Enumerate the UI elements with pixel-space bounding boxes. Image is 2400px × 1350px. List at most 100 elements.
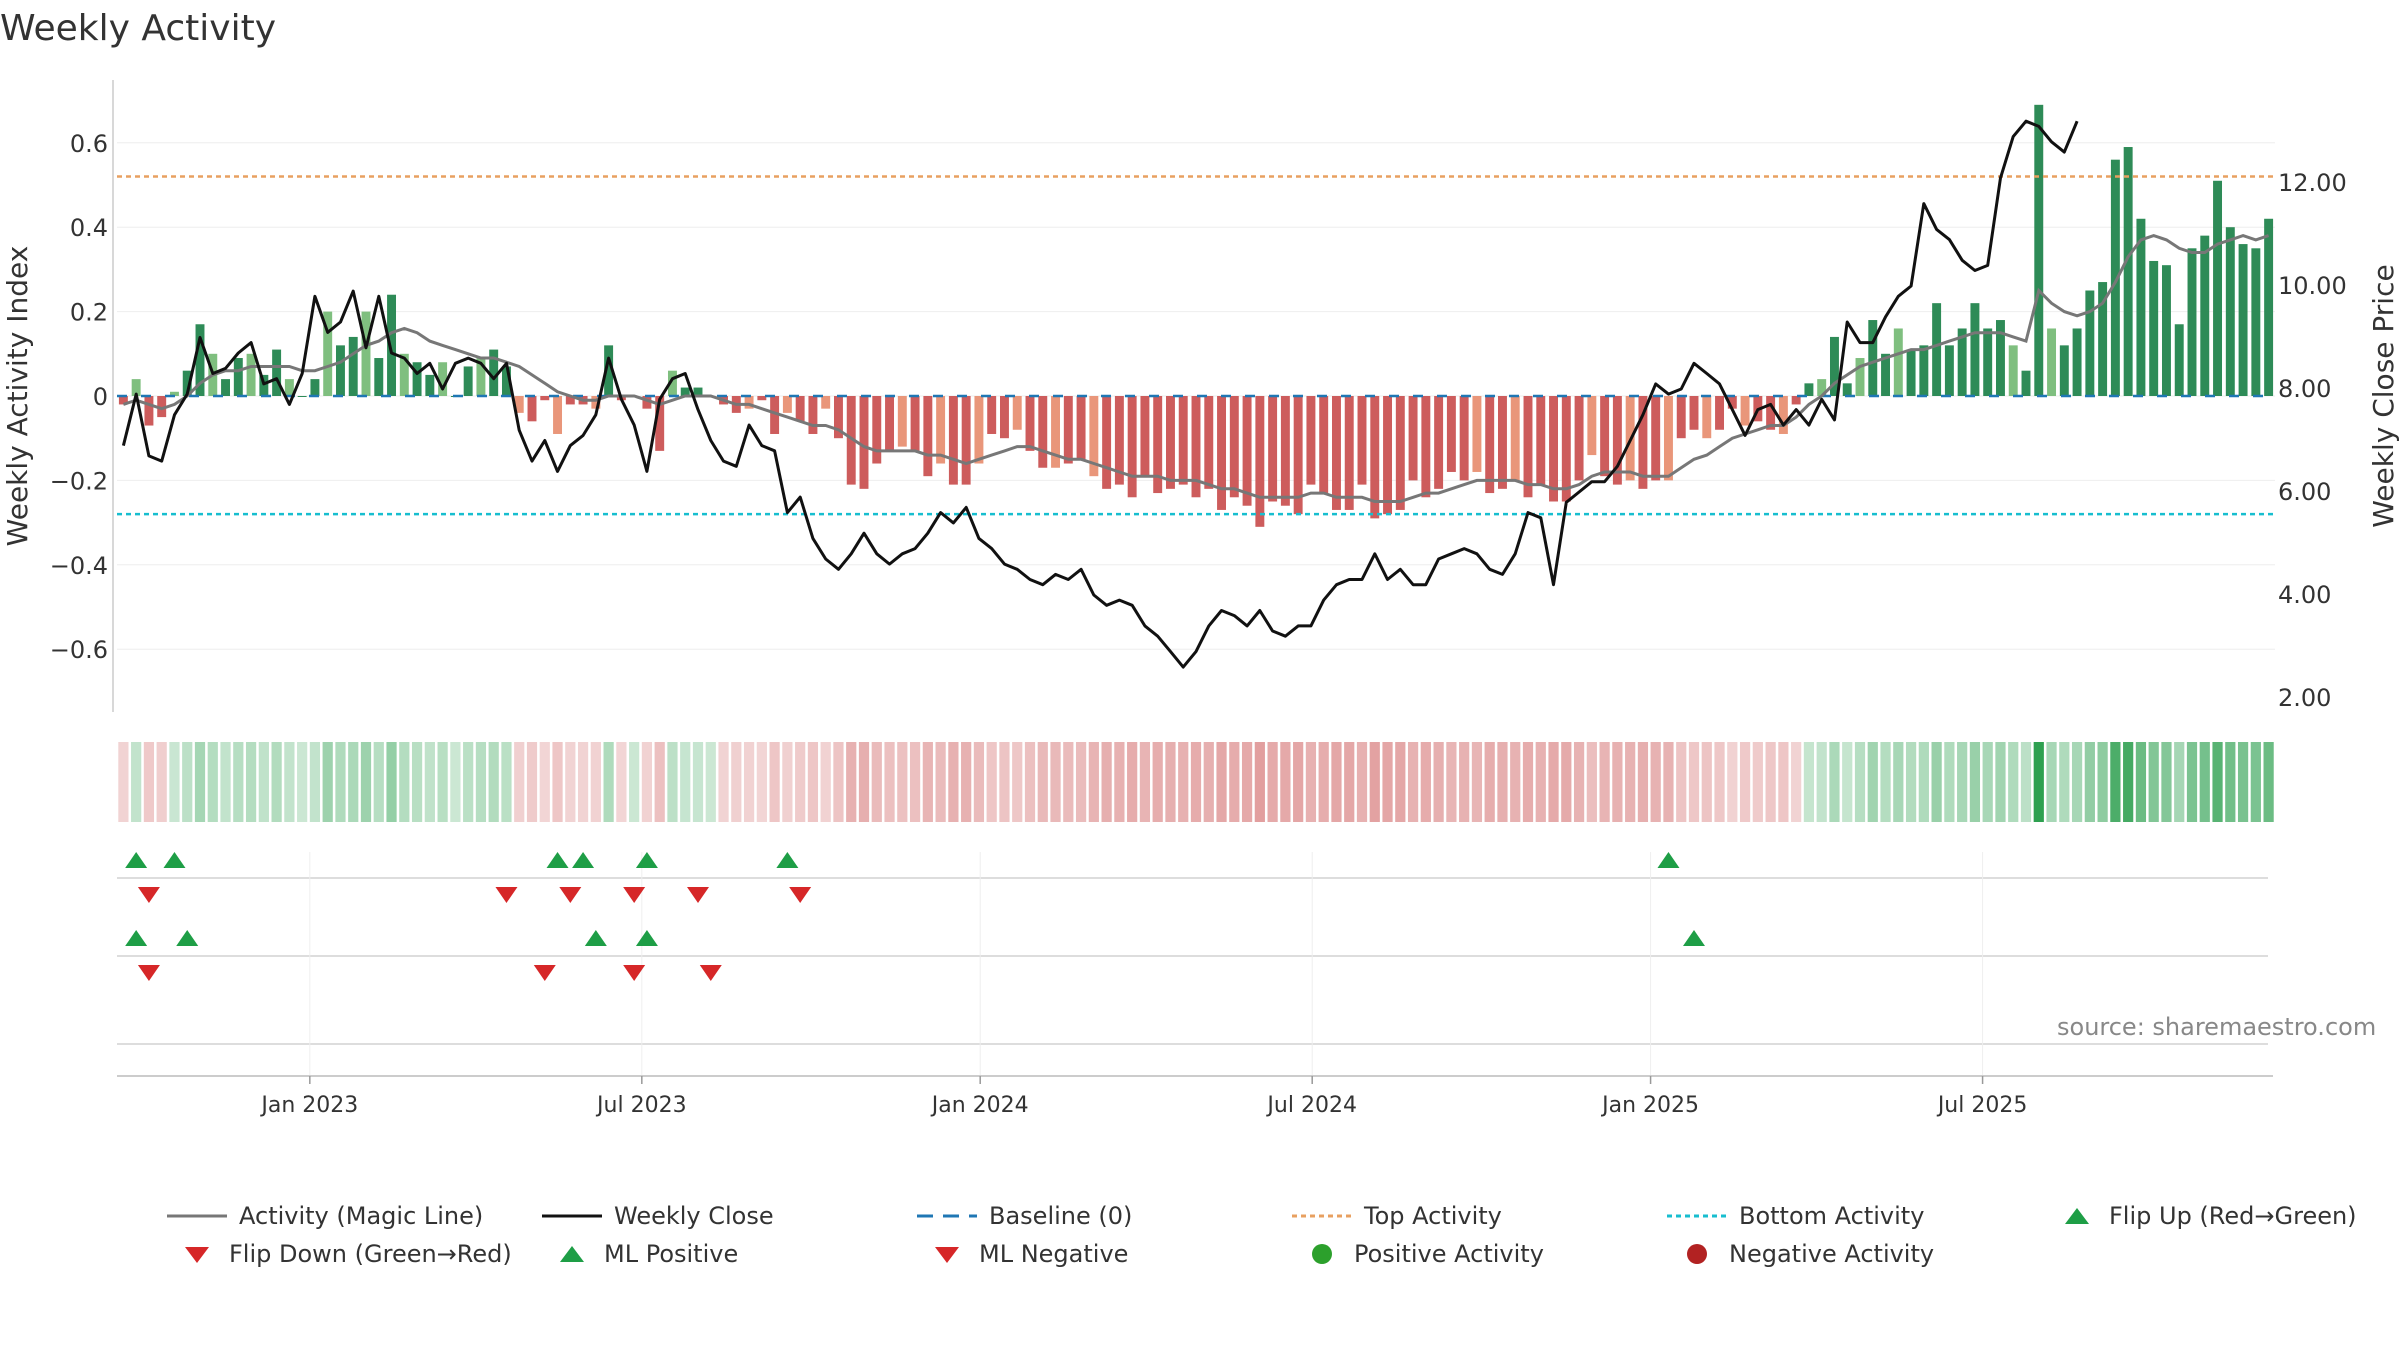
activity-bar — [655, 396, 665, 451]
ml-positive-marker — [584, 930, 607, 946]
heat-cell — [1229, 742, 1240, 822]
activity-bar — [2008, 345, 2018, 396]
heat-cell — [1637, 742, 1649, 822]
activity-bar — [1727, 396, 1737, 409]
heat-cell — [846, 742, 857, 822]
heat-cell — [1484, 742, 1495, 822]
heat-cell — [1573, 742, 1585, 822]
heat-cell — [2225, 742, 2236, 822]
activity-bar — [1881, 353, 1891, 396]
heat-cell — [1854, 742, 1866, 822]
activity-bar — [2123, 147, 2133, 396]
activity-bar — [999, 396, 1009, 439]
activity-bar — [782, 396, 792, 413]
activity-bar — [297, 396, 307, 397]
heat-cell — [1331, 742, 1342, 822]
activity-bar — [667, 370, 677, 396]
activity-bar — [1357, 396, 1367, 485]
activity-bar — [1038, 396, 1048, 468]
activity-bar — [1829, 336, 1839, 396]
activity-bar — [1153, 396, 1163, 494]
activity-bar — [808, 396, 818, 434]
activity-bar — [514, 396, 524, 413]
heat-cell — [1535, 742, 1546, 822]
activity-bar — [1944, 345, 1954, 396]
y-tick-label: 0.4 — [70, 214, 108, 242]
y2-tick-label: 10.00 — [2278, 272, 2347, 300]
heat-cell — [373, 742, 384, 822]
activity-bar — [1063, 396, 1073, 464]
x-tick-label: Jul 2023 — [595, 1093, 687, 1118]
activity-bar — [1510, 396, 1520, 481]
heat-cell — [258, 742, 269, 822]
heat-cell — [1293, 742, 1304, 822]
heat-cell — [1433, 742, 1444, 822]
heat-cell — [654, 742, 665, 822]
heat-cell — [1420, 742, 1431, 822]
activity-bar — [565, 396, 575, 405]
heat-cell — [1165, 742, 1176, 822]
heat-cell — [220, 742, 231, 822]
heat-cell — [1905, 742, 1917, 822]
activity-bar — [2161, 265, 2171, 396]
activity-bar — [987, 396, 997, 434]
heat-cell — [756, 742, 767, 822]
y2-tick-label: 12.00 — [2278, 169, 2347, 197]
activity-bar — [591, 396, 601, 409]
heat-cell — [156, 742, 167, 822]
heat-cell — [1982, 742, 1993, 822]
heat-cell — [143, 742, 155, 822]
activity-bar — [833, 396, 843, 439]
heat-cell — [335, 742, 346, 822]
heat-cell — [1599, 742, 1610, 822]
activity-bar — [131, 379, 141, 396]
ml-positive-marker — [1683, 930, 1705, 946]
heat-cell — [1944, 742, 1955, 822]
activity-bar — [259, 374, 269, 396]
activity-bar — [693, 387, 703, 396]
flip-up-marker — [635, 852, 658, 868]
activity-bar — [885, 396, 895, 451]
heat-cell — [271, 742, 282, 822]
ml-negative-marker — [533, 965, 556, 981]
activity-bar — [2174, 324, 2184, 396]
heat-cell — [1625, 742, 1636, 822]
activity-bar — [821, 396, 831, 409]
activity-bar — [1804, 383, 1814, 396]
flip-up-marker — [776, 852, 799, 868]
legend: Activity (Magic Line) Weekly Close Basel… — [150, 1202, 2400, 1282]
activity-bar — [923, 396, 933, 477]
activity-bar — [1715, 396, 1725, 430]
activity-bar — [501, 366, 511, 396]
heat-cell — [182, 742, 193, 822]
activity-bar — [476, 358, 486, 396]
heat-cell — [233, 742, 244, 822]
legend-label: Flip Down (Green→Red) — [229, 1240, 512, 1268]
triangle-up-icon — [2065, 1208, 2089, 1224]
legend-item-negative-activity: Negative Activity — [1677, 1240, 1934, 1268]
activity-bar — [757, 396, 767, 401]
activity-bar — [1817, 379, 1827, 396]
heat-cell — [348, 742, 359, 822]
heat-cell — [2263, 742, 2274, 822]
activity-bar — [1255, 396, 1265, 527]
legend-label: Weekly Close — [614, 1202, 774, 1230]
legend-label: ML Positive — [604, 1240, 739, 1268]
y-axis-title: Weekly Activity Index — [1, 246, 34, 547]
legend-item-magic-line: Activity (Magic Line) — [167, 1202, 483, 1230]
heat-cell — [1803, 742, 1815, 822]
heat-cell — [718, 742, 729, 822]
heat-cell — [411, 742, 423, 822]
activity-bar — [1127, 396, 1137, 498]
x-tick-label: Jan 2023 — [259, 1093, 358, 1118]
activity-bar — [2098, 282, 2108, 396]
heat-cell — [2008, 742, 2019, 822]
activity-bar — [1702, 396, 1712, 439]
y2-tick-label: 4.00 — [2278, 581, 2331, 609]
heat-cell — [2186, 742, 2198, 822]
activity-bar — [680, 387, 690, 396]
activity-bar — [2225, 227, 2235, 396]
heat-cell — [437, 742, 448, 822]
activity-bar — [1331, 396, 1341, 510]
heat-cell — [948, 742, 959, 822]
